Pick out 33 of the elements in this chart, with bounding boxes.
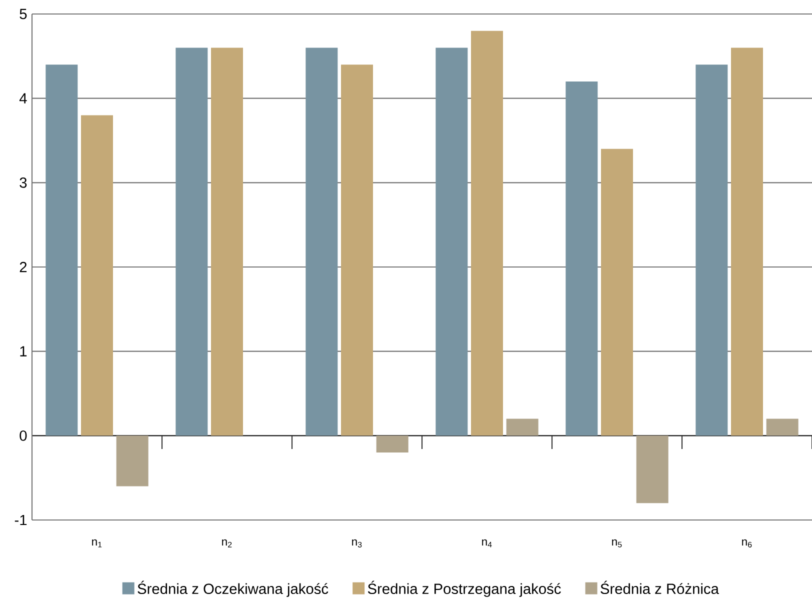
y-tick-label: 2	[20, 262, 27, 272]
bar	[696, 64, 728, 436]
x-tick-label: n$_{6}$	[742, 539, 752, 548]
x-tick-label: n$_{3}$	[352, 539, 362, 548]
x-tick-label: n$_{2}$	[222, 539, 232, 548]
bar	[601, 148, 634, 436]
bar	[731, 48, 764, 436]
legend-label: Średnia z Różnica	[600, 580, 719, 594]
bar	[566, 81, 598, 436]
bar	[471, 30, 504, 436]
bar	[176, 48, 208, 436]
x-tick-label: n$_{5}$	[612, 539, 622, 548]
y-tick-label: 5	[20, 8, 27, 20]
legend-label: Średnia z Postrzegana jakość	[368, 580, 561, 597]
y-tick-label: 1	[20, 346, 27, 356]
y-tick-label: 0	[20, 430, 27, 441]
bar	[116, 436, 148, 486]
x-tick-label: n$_{4}$	[482, 539, 492, 548]
bar	[341, 64, 374, 436]
legend-label: Średnia z Oczekiwana jakość	[138, 580, 328, 597]
bar	[81, 115, 114, 436]
bar	[306, 48, 338, 436]
bar	[46, 64, 78, 436]
x-tick-label: n$_{1}$	[92, 539, 102, 548]
y-tick-label: 3	[20, 177, 27, 188]
y-tick-label: 4	[19, 93, 27, 104]
bar	[376, 436, 408, 453]
bar	[636, 436, 668, 504]
bar	[211, 48, 244, 436]
y-tick-label: -1	[14, 514, 27, 526]
bar	[506, 418, 538, 436]
bar	[436, 48, 468, 436]
bar	[766, 418, 798, 436]
